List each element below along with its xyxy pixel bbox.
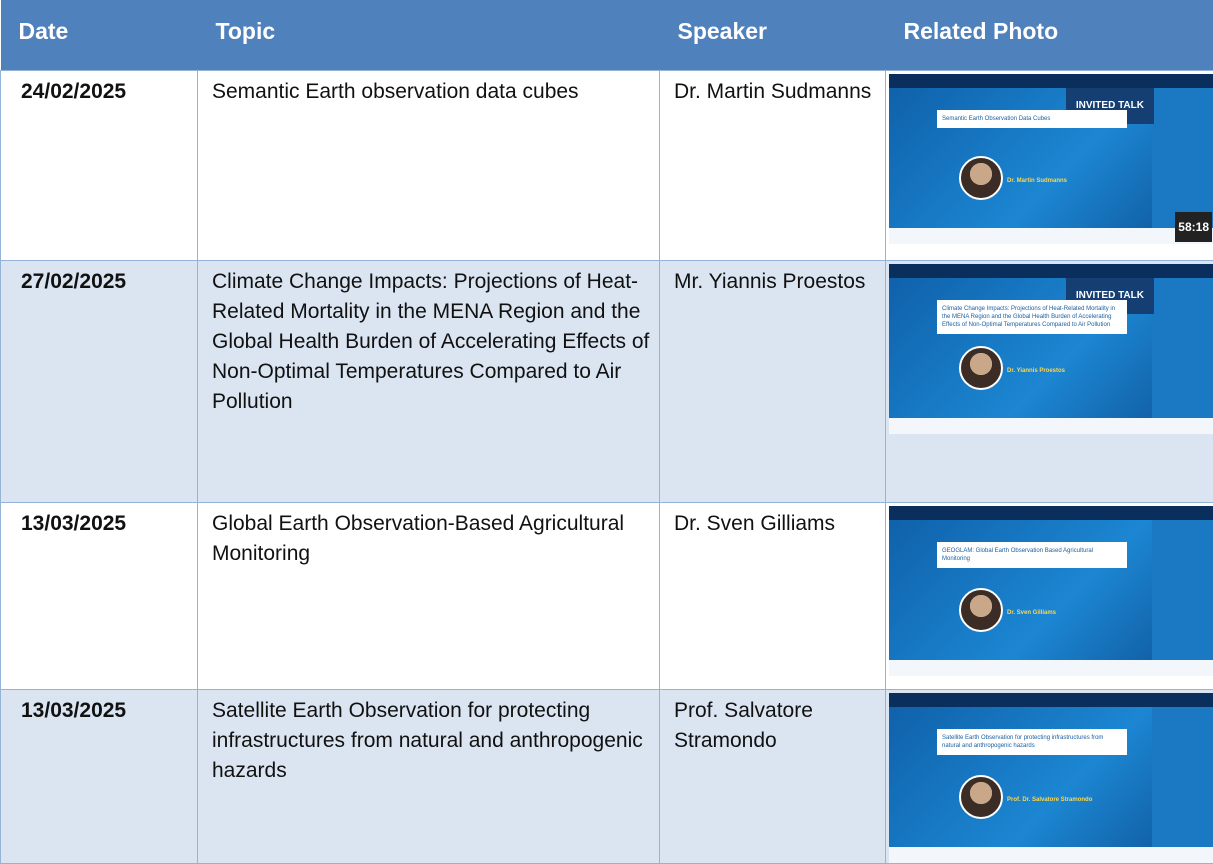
slide-side xyxy=(1152,707,1213,847)
slide-title: Climate Change Impacts: Projections of H… xyxy=(937,300,1127,334)
slide-face xyxy=(959,588,1003,632)
slide-top xyxy=(889,74,1213,88)
header-cell: Related Photo xyxy=(886,0,1213,71)
slide-speaker: Dr. Yiannis Proestos xyxy=(1007,356,1065,386)
topic-cell: Climate Change Impacts: Projections of H… xyxy=(198,261,660,503)
date-cell: 13/03/2025 xyxy=(1,690,198,864)
slide-foot xyxy=(889,228,1213,244)
slide-speaker: Prof. Dr. Salvatore Stramondo xyxy=(1007,785,1092,815)
slide-title: Semantic Earth Observation Data Cubes xyxy=(937,110,1127,128)
video-duration: 58:18 xyxy=(1175,212,1212,242)
date-cell: 27/02/2025 xyxy=(1,261,198,503)
header-cell: Topic xyxy=(198,0,660,71)
slide-top xyxy=(889,693,1213,707)
slide-speaker: Dr. Sven Gilliams xyxy=(1007,598,1056,628)
date-cell: 24/02/2025 xyxy=(1,71,198,261)
header-cell: Date xyxy=(1,0,198,71)
slide-thumbnail: ​GEOGLAM: Global Earth Observation Based… xyxy=(889,506,1213,676)
slide-foot xyxy=(889,847,1213,863)
slide-thumbnail: ​Satellite Earth Observation for protect… xyxy=(889,693,1213,863)
photo-cell: ​Satellite Earth Observation for protect… xyxy=(886,690,1213,864)
slide-speaker: Dr. Martin Sudmanns xyxy=(1007,166,1067,196)
schedule-table: DateTopicSpeakerRelated Photo 24/02/2025… xyxy=(0,0,1213,864)
slide-title: GEOGLAM: Global Earth Observation Based … xyxy=(937,542,1127,568)
topic-cell: Global Earth Observation-Based Agricultu… xyxy=(198,503,660,690)
speaker-cell: Prof. Salvatore Stramondo xyxy=(660,690,886,864)
slide-foot xyxy=(889,660,1213,676)
slide-foot xyxy=(889,418,1213,434)
photo-cell: ​GEOGLAM: Global Earth Observation Based… xyxy=(886,503,1213,690)
speaker-cell: Dr. Sven Gilliams xyxy=(660,503,886,690)
header-cell: Speaker xyxy=(660,0,886,71)
topic-cell: Satellite Earth Observation for protecti… xyxy=(198,690,660,864)
speaker-cell: Dr. Martin Sudmanns xyxy=(660,71,886,261)
slide-side xyxy=(1152,278,1213,418)
slide-top xyxy=(889,264,1213,278)
slide-side xyxy=(1152,520,1213,660)
slide-title: Satellite Earth Observation for protecti… xyxy=(937,729,1127,755)
slide-face xyxy=(959,775,1003,819)
date-cell: 13/03/2025 xyxy=(1,503,198,690)
slide-face xyxy=(959,346,1003,390)
slide-side xyxy=(1152,88,1213,228)
speaker-cell: Mr. Yiannis Proestos xyxy=(660,261,886,503)
topic-cell: Semantic Earth observation data cubes xyxy=(198,71,660,261)
slide-face xyxy=(959,156,1003,200)
slide-top xyxy=(889,506,1213,520)
